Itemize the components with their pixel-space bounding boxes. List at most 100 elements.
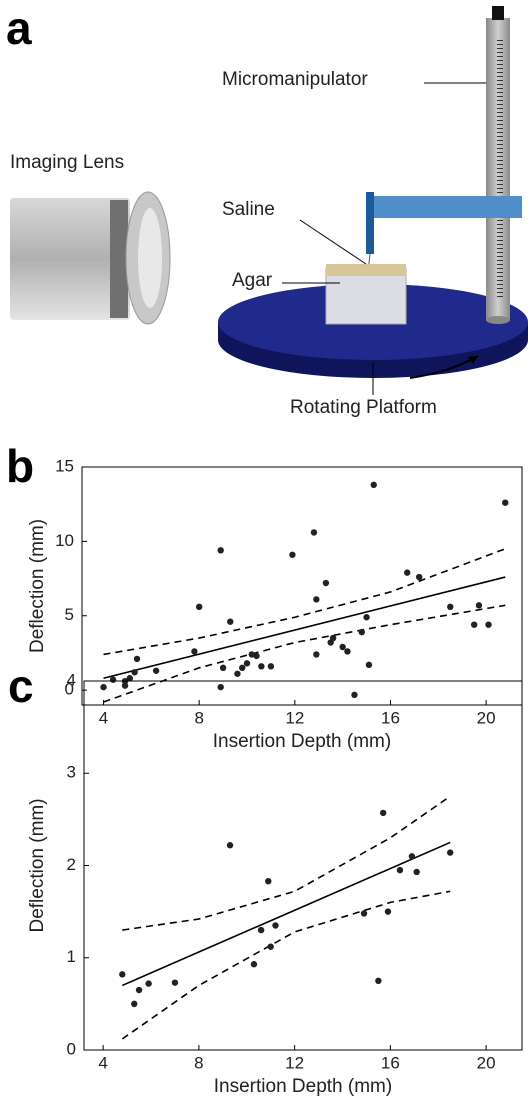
lens-icon xyxy=(10,191,171,325)
y-axis-label: Deflection (mm) xyxy=(27,798,48,932)
point xyxy=(126,675,134,682)
y-tick-label: 15 xyxy=(55,456,74,475)
y-tick-label: 0 xyxy=(67,1039,76,1058)
point xyxy=(396,866,404,874)
point xyxy=(145,980,152,987)
point xyxy=(226,842,234,849)
point xyxy=(152,667,160,674)
point xyxy=(363,614,370,621)
point xyxy=(239,664,246,672)
point xyxy=(131,1000,138,1008)
point xyxy=(447,603,454,611)
x-tick-label: 8 xyxy=(194,1053,203,1072)
point xyxy=(121,682,129,689)
point xyxy=(131,669,138,676)
plot-frame xyxy=(81,466,523,706)
point xyxy=(339,643,346,651)
point xyxy=(100,683,107,691)
point xyxy=(217,683,224,691)
x-tick-label: 4 xyxy=(99,708,108,727)
point xyxy=(272,922,279,929)
label: Rotating Platform xyxy=(290,397,437,418)
point xyxy=(344,648,351,655)
point xyxy=(289,551,296,558)
point xyxy=(310,529,318,536)
point xyxy=(375,977,382,985)
point xyxy=(219,664,227,672)
point xyxy=(265,877,272,885)
point xyxy=(133,655,141,663)
x-axis-label: Insertion Depth (mm) xyxy=(214,1076,392,1097)
x-tick-label: 4 xyxy=(98,1053,107,1072)
point xyxy=(109,676,117,683)
point xyxy=(191,648,198,655)
point xyxy=(171,979,179,986)
point xyxy=(358,628,365,636)
point xyxy=(470,621,478,628)
ci-upper xyxy=(103,548,506,656)
point xyxy=(195,603,203,611)
label: Micromanipulator xyxy=(222,69,368,90)
point xyxy=(415,573,423,581)
x-tick-label: 12 xyxy=(285,708,304,727)
x-axis-label: Insertion Depth (mm) xyxy=(213,731,391,752)
panel-label: b xyxy=(6,440,34,492)
point xyxy=(475,602,483,609)
point xyxy=(446,849,454,856)
panel-label: c xyxy=(8,660,34,712)
point xyxy=(267,943,274,950)
label: Saline xyxy=(222,199,275,220)
x-tick-label: 8 xyxy=(194,708,203,727)
micromanipulator-icon xyxy=(364,6,522,324)
point xyxy=(485,621,492,628)
ci-lower xyxy=(103,604,506,703)
y-tick-label: 10 xyxy=(55,531,74,550)
point xyxy=(250,961,258,968)
point xyxy=(227,618,234,625)
point xyxy=(384,908,392,915)
panel-label: a xyxy=(6,2,32,54)
y-tick-label: 0 xyxy=(65,680,74,699)
x-tick-label: 20 xyxy=(477,1053,496,1072)
y-axis-label: Deflection (mm) xyxy=(27,519,48,653)
point xyxy=(257,926,265,934)
x-tick-label: 16 xyxy=(381,1053,400,1072)
ci-lower xyxy=(121,890,451,1040)
point xyxy=(404,569,411,576)
point xyxy=(365,661,373,669)
label: Agar xyxy=(232,270,273,291)
point xyxy=(243,660,251,667)
y-tick-label: 1 xyxy=(67,947,76,966)
point xyxy=(408,853,416,860)
fit-line xyxy=(103,576,506,680)
y-tick-label: 5 xyxy=(65,605,74,624)
point xyxy=(322,579,330,587)
fit-line xyxy=(121,841,451,987)
point xyxy=(313,651,320,658)
point xyxy=(351,691,358,699)
point xyxy=(119,971,126,978)
point xyxy=(413,868,420,876)
diagram: a Imaging Lens xyxy=(6,2,528,418)
y-tick-label: 3 xyxy=(67,763,76,782)
point xyxy=(370,481,377,489)
y-tick-label: 2 xyxy=(67,855,76,874)
point xyxy=(379,809,387,817)
ci-upper xyxy=(122,795,451,931)
point xyxy=(135,986,143,994)
point xyxy=(313,596,320,603)
point xyxy=(258,663,265,670)
point xyxy=(234,670,241,677)
point xyxy=(329,634,337,642)
x-tick-label: 20 xyxy=(477,708,496,727)
agar-icon xyxy=(325,264,407,325)
y-tick-label: 4 xyxy=(67,670,76,689)
x-tick-label: 16 xyxy=(381,708,400,727)
label: Imaging Lens xyxy=(10,152,124,173)
point xyxy=(360,910,368,917)
point xyxy=(267,663,275,670)
x-tick-label: 12 xyxy=(285,1053,304,1072)
point xyxy=(253,652,260,660)
point xyxy=(217,547,224,554)
